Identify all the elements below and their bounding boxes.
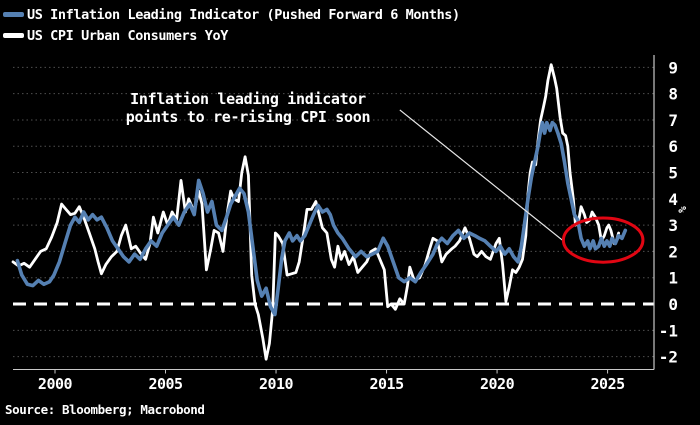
legend-item-leading-indicator: US Inflation Leading Indicator (Pushed F… — [3, 4, 460, 25]
annotation-line-2: points to re-rising CPI soon — [125, 108, 371, 126]
highlight-ellipse — [561, 216, 645, 264]
y-tick-label: 2 — [668, 242, 678, 261]
x-tick-label: 2025 — [591, 375, 626, 393]
y-tick-label: -1 — [659, 321, 678, 340]
y-tick-label: 6 — [668, 137, 678, 156]
blue-line-swatch-icon — [3, 12, 24, 17]
y-tick-label: 3 — [668, 216, 678, 235]
legend-item-cpi: US CPI Urban Consumers YoY — [3, 25, 460, 46]
y-tick-label: 5 — [668, 164, 678, 183]
y-tick-label: 1 — [668, 269, 678, 288]
x-tick-label: 2015 — [369, 375, 404, 393]
y-tick-label: 4 — [668, 190, 678, 209]
y-tick-label: 0 — [668, 295, 678, 314]
x-tick-label: 2005 — [148, 375, 183, 393]
annotation-pointer-line — [399, 109, 564, 242]
annotation-line-1: Inflation leading indicator — [130, 90, 366, 108]
annotation-text: Inflation leading indicator points to re… — [113, 90, 383, 126]
y-tick-label: 7 — [668, 111, 678, 130]
legend-label-cpi: US CPI Urban Consumers YoY — [27, 27, 228, 44]
x-tick-label: 2000 — [38, 375, 73, 393]
leading-indicator-line — [15, 120, 628, 317]
y-tick-label: 8 — [668, 85, 678, 104]
legend-label-leading-indicator: US Inflation Leading Indicator (Pushed F… — [27, 6, 460, 23]
y-axis-unit-label: % — [675, 206, 689, 213]
source-note: Source: Bloomberg; Macrobond — [5, 402, 205, 417]
white-line-swatch-icon — [3, 33, 24, 38]
x-tick-label: 2020 — [480, 375, 515, 393]
legend: US Inflation Leading Indicator (Pushed F… — [3, 4, 460, 46]
y-tick-label: -2 — [659, 348, 678, 367]
x-tick-label: 2010 — [259, 375, 294, 393]
y-tick-label: 9 — [668, 58, 678, 77]
